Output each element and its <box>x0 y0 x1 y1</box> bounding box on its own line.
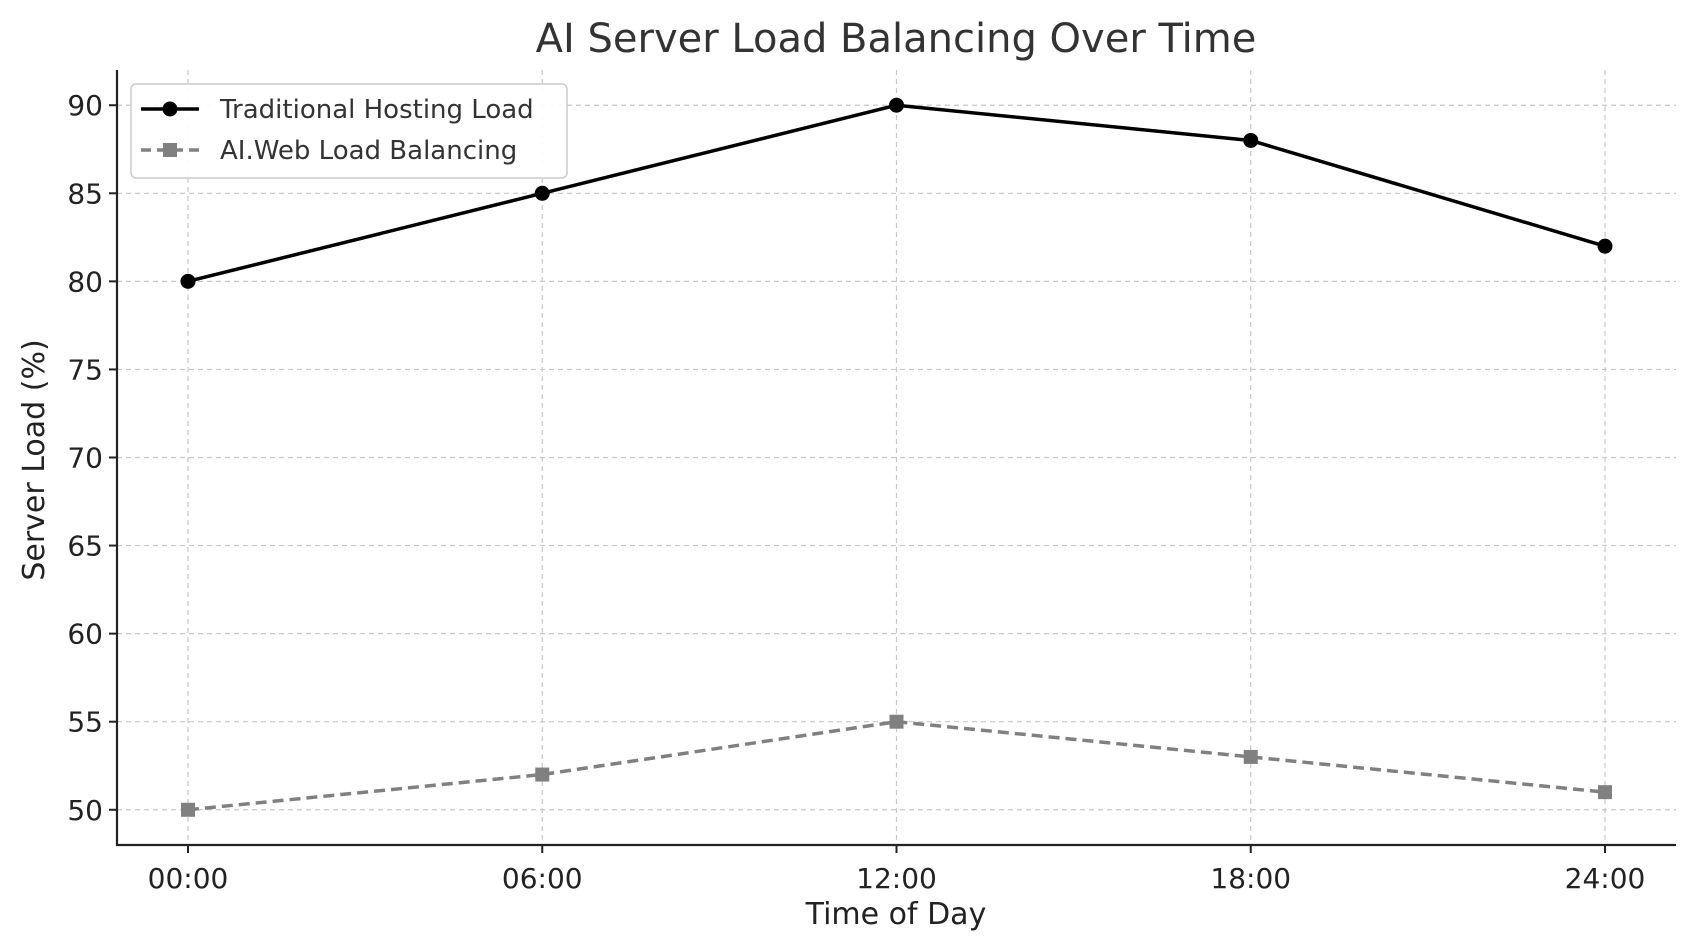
data-point <box>180 273 196 289</box>
legend-frame <box>130 83 568 179</box>
x-tick-label: 18:00 <box>1210 862 1291 895</box>
legend: Traditional Hosting Load AI.Web Load Bal… <box>130 83 568 179</box>
y-tick-label: 60 <box>67 618 103 651</box>
y-tick-label: 85 <box>67 177 103 210</box>
chart-title: AI Server Load Balancing Over Time <box>536 16 1257 62</box>
x-tick-label: 06:00 <box>502 862 583 895</box>
data-point <box>534 185 550 201</box>
legend-marker-aiweb <box>163 143 177 157</box>
grid <box>117 70 1676 845</box>
data-point <box>1243 749 1258 764</box>
y-tick-label: 75 <box>67 353 103 386</box>
data-point <box>889 714 904 729</box>
x-tick-label: 24:00 <box>1565 862 1646 895</box>
y-tick-label: 50 <box>67 794 103 827</box>
y-axis-label: Server Load (%) <box>17 339 52 580</box>
data-point <box>181 802 195 817</box>
series-traditional-hosting <box>180 97 1613 289</box>
axis-spine <box>115 70 1676 847</box>
legend-label-aiweb: AI.Web Load Balancing <box>220 136 517 166</box>
axes-spines <box>115 70 1676 847</box>
data-point <box>889 97 904 113</box>
legend-marker-traditional <box>162 101 178 117</box>
y-tick-label: 70 <box>67 442 103 475</box>
data-point <box>1597 238 1613 254</box>
series <box>180 97 1613 817</box>
x-axis-label: Time of Day <box>805 897 987 932</box>
y-tick-label: 55 <box>67 706 103 739</box>
data-point <box>1598 785 1612 800</box>
series-ai-web-balancing <box>181 714 1612 817</box>
y-tick-label: 90 <box>67 89 103 122</box>
y-tick-label: 80 <box>67 265 103 298</box>
data-point <box>1243 132 1259 148</box>
legend-label-traditional: Traditional Hosting Load <box>219 95 534 125</box>
x-axis: 00:00 06:00 12:00 18:00 24:00 <box>148 845 1646 895</box>
y-axis: 50 55 60 65 70 75 80 85 90 <box>67 89 117 827</box>
y-tick-label: 65 <box>67 530 103 563</box>
x-tick-label: 12:00 <box>856 862 937 895</box>
x-tick-label: 00:00 <box>148 862 229 895</box>
data-point <box>535 767 550 782</box>
